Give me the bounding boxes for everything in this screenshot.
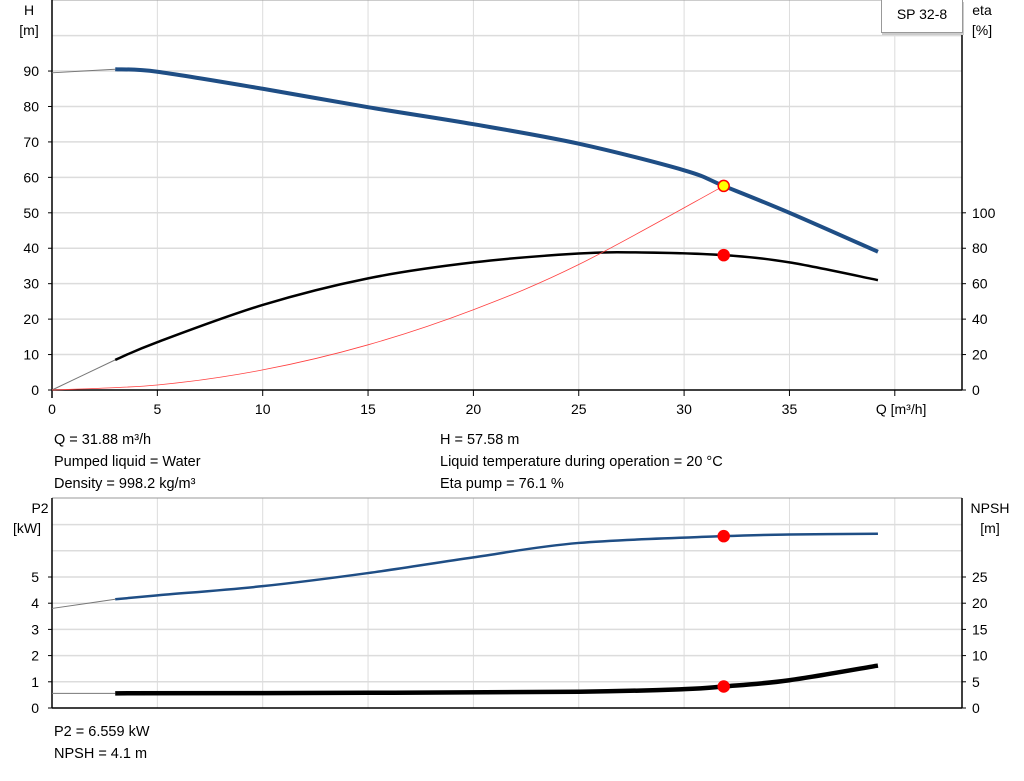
head-curve [115, 67, 879, 254]
y-right-tick-label: 40 [972, 311, 988, 327]
y-right-tick-label: 10 [972, 648, 988, 664]
npsh-curve [115, 663, 879, 696]
y-left-tick-label: 4 [31, 595, 39, 611]
legend-pump-model: SP 32-8 [881, 0, 963, 33]
x-tick-label: 10 [255, 401, 271, 417]
efficiency-operating-point [717, 248, 730, 262]
y-left-tick-label: 30 [23, 276, 39, 292]
y-right-tick-label: 25 [972, 569, 988, 585]
y-right-tick-label: 0 [972, 700, 980, 716]
y-right-unit: [%] [972, 22, 992, 38]
y-left-label: P2 [31, 500, 48, 516]
y-right-tick-label: 20 [972, 347, 988, 363]
y-left-tick-label: 90 [23, 63, 39, 79]
p2-curve-extrapolated [51, 598, 116, 609]
y-right-tick-label: 20 [972, 595, 988, 611]
info-top-right: H = 57.58 m Liquid temperature during op… [440, 429, 723, 495]
y-right-tick-label: 0 [972, 382, 980, 398]
y-left-tick-label: 80 [23, 98, 39, 114]
y-left-tick-label: 20 [23, 311, 39, 327]
y-left-tick-label: 0 [31, 700, 39, 716]
y-left-tick-label: 1 [31, 674, 39, 690]
eta-pump: Eta pump = 76.1 % [440, 476, 564, 492]
y-left-tick-label: 2 [31, 648, 39, 664]
x-tick-label: 30 [676, 401, 692, 417]
y-left-tick-label: 40 [23, 240, 39, 256]
y-right-tick-label: 80 [972, 240, 988, 256]
x-tick-label: 5 [153, 401, 161, 417]
x-tick-label: 15 [360, 401, 376, 417]
x-tick-label: 35 [782, 401, 798, 417]
y-left-tick-label: 3 [31, 621, 39, 637]
y-left-tick-label: 70 [23, 134, 39, 150]
head-operating-point [717, 179, 730, 193]
y-left-tick-label: 10 [23, 347, 39, 363]
x-tick-label: 0 [48, 401, 56, 417]
efficiency-curve-extrapolated [51, 359, 116, 391]
y-left-tick-label: 5 [31, 569, 39, 585]
y-right-tick-label: 60 [972, 276, 988, 292]
npsh-operating-point [717, 680, 730, 693]
density: Density = 998.2 kg/m³ [54, 476, 196, 492]
x-tick-label: 20 [466, 401, 482, 417]
p2-operating-point [717, 529, 730, 543]
efficiency-curve [114, 251, 879, 362]
info-bottom: P2 = 6.559 kW NPSH = 4.1 m [54, 721, 150, 765]
y-right-tick-label: 5 [972, 674, 980, 690]
npsh-value: NPSH = 4.1 m [54, 746, 148, 762]
y-left-label: H [24, 2, 34, 18]
head-curve-extrapolated [51, 68, 116, 74]
y-right-tick-label: 15 [972, 621, 988, 637]
system-curve-curve [51, 185, 724, 391]
head-value: H = 57.58 m [440, 432, 520, 448]
p2-value: P2 = 6.559 kW [54, 724, 150, 740]
x-tick-label: 25 [571, 401, 587, 417]
y-right-tick-label: 100 [972, 205, 996, 221]
pumped-liquid: Pumped liquid = Water [54, 454, 201, 470]
y-left-unit: [m] [19, 22, 38, 38]
y-left-tick-label: 60 [23, 169, 39, 185]
y-right-unit: [m] [980, 520, 999, 536]
y-right-label: eta [972, 2, 992, 18]
liquid-temperature: Liquid temperature during operation = 20… [440, 454, 723, 470]
y-right-label: NPSH [971, 500, 1010, 516]
x-axis-label: Q [m³/h] [876, 401, 927, 417]
flow-value: Q = 31.88 m³/h [54, 432, 152, 448]
y-left-unit: [kW] [13, 520, 41, 536]
p2-curve [115, 532, 878, 601]
y-left-tick-label: 50 [23, 205, 39, 221]
y-left-tick-label: 0 [31, 382, 39, 398]
info-top-left: Q = 31.88 m³/h Pumped liquid = Water Den… [54, 429, 201, 495]
